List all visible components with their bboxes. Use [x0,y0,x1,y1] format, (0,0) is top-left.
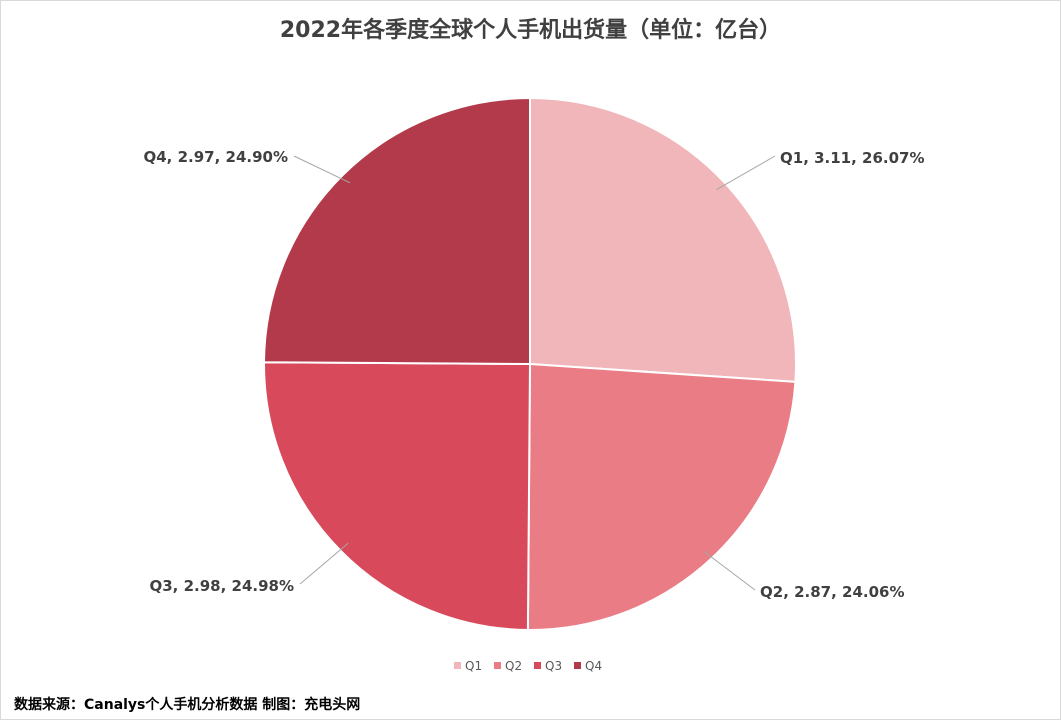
legend-swatch-q1 [454,662,461,669]
legend: Q1 Q2 Q3 Q4 [454,659,602,673]
leader-line-q1 [716,155,776,191]
leader-line-q4 [293,155,351,184]
data-label-q4: Q4, 2.97, 24.90% [143,148,288,166]
legend-label-q2: Q2 [505,659,522,673]
legend-swatch-q3 [534,662,541,669]
legend-label-q1: Q1 [465,659,482,673]
source-note: 数据来源：Canalys个人手机分析数据 制图：充电头网 [14,697,361,713]
chart-title: 2022年各季度全球个人手机出货量（单位：亿台） [279,18,782,43]
pie-slice-q4 [262,96,531,366]
leader-lines [293,155,776,591]
legend-swatch-q2 [494,662,501,669]
pie-slice-q1 [529,96,797,383]
data-label-q1: Q1, 3.11, 26.07% [780,149,925,167]
legend-label-q4: Q4 [585,659,602,673]
data-label-q2: Q2, 2.87, 24.06% [760,583,905,601]
legend-label-q3: Q3 [545,659,562,673]
legend-swatch-q4 [574,662,581,669]
data-labels: Q1, 3.11, 26.07% Q2, 2.87, 24.06% Q3, 2.98… [143,148,924,601]
pie-slices [262,96,797,632]
pie-slice-q2 [526,362,797,631]
leader-line-q3 [299,542,349,585]
leader-line-q2 [703,550,756,591]
pie-slice-q3 [263,361,532,632]
data-label-q3: Q3, 2.98, 24.98% [149,577,294,595]
